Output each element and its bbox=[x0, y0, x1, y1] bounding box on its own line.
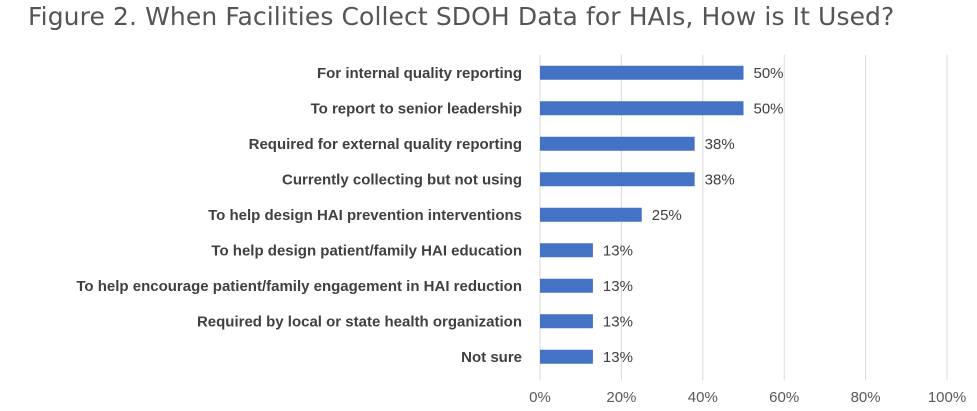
bar bbox=[540, 207, 642, 222]
bar bbox=[540, 101, 744, 116]
data-label: 13% bbox=[603, 349, 633, 366]
value-labels: 50% 50% 38% 38% 25% 13% 13% 13% 13% bbox=[603, 65, 784, 366]
data-label: 13% bbox=[603, 313, 633, 330]
category-label: Not sure bbox=[461, 349, 522, 366]
category-labels: For internal quality reporting To report … bbox=[76, 65, 522, 366]
bar bbox=[540, 243, 593, 258]
data-label: 13% bbox=[603, 242, 633, 259]
x-axis-tick-labels: 0% 20% 40% 60% 80% 100% bbox=[529, 389, 966, 406]
bars bbox=[540, 65, 744, 364]
data-label: 25% bbox=[652, 207, 682, 224]
data-label: 38% bbox=[705, 171, 735, 188]
bar bbox=[540, 278, 593, 293]
data-label: 13% bbox=[603, 278, 633, 295]
x-tick-label: 20% bbox=[606, 389, 636, 406]
x-tick-label: 0% bbox=[529, 389, 551, 406]
data-label: 50% bbox=[754, 65, 784, 82]
x-tick-label: 80% bbox=[851, 389, 881, 406]
bar bbox=[540, 349, 593, 364]
category-label: Required for external quality reporting bbox=[249, 136, 522, 153]
x-tick-label: 40% bbox=[688, 389, 718, 406]
category-label: To help encourage patient/family engagem… bbox=[76, 278, 522, 295]
category-label: To help design patient/family HAI educat… bbox=[211, 242, 522, 259]
bar bbox=[540, 172, 695, 187]
category-label: For internal quality reporting bbox=[317, 65, 522, 82]
category-label: To report to senior leadership bbox=[311, 100, 522, 117]
category-label: Required by local or state health organi… bbox=[197, 313, 522, 330]
category-label: To help design HAI prevention interventi… bbox=[208, 207, 522, 224]
bar bbox=[540, 314, 593, 329]
bar bbox=[540, 136, 695, 151]
data-label: 38% bbox=[705, 136, 735, 153]
data-label: 50% bbox=[754, 100, 784, 117]
category-label: Currently collecting but not using bbox=[282, 171, 522, 188]
x-tick-label: 60% bbox=[769, 389, 799, 406]
x-tick-label: 100% bbox=[928, 389, 966, 406]
chart-title: Figure 2. When Facilities Collect SDOH D… bbox=[28, 2, 895, 31]
bar bbox=[540, 65, 744, 80]
